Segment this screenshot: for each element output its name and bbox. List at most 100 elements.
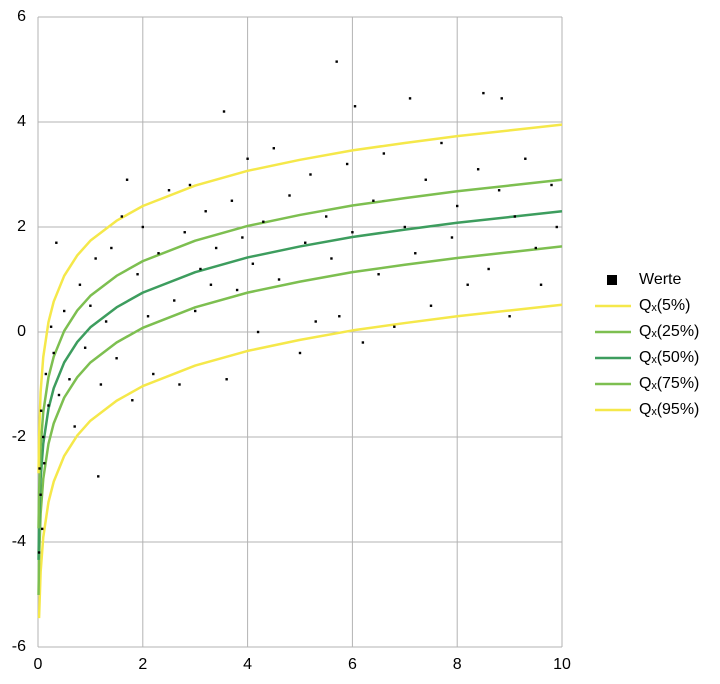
- data-point: [298, 351, 302, 355]
- data-point: [277, 278, 281, 281]
- data-point: [199, 267, 202, 271]
- data-point: [120, 215, 124, 218]
- data-point: [204, 210, 207, 213]
- data-point: [57, 393, 61, 397]
- data-point: [39, 493, 42, 496]
- x-tick-label: 4: [243, 656, 252, 673]
- data-point: [115, 357, 118, 360]
- data-point: [246, 157, 249, 160]
- data-point: [235, 288, 239, 292]
- legend-label: Werte: [639, 271, 681, 288]
- data-point: [42, 435, 45, 439]
- x-tick-label: 6: [348, 656, 357, 673]
- legend-label: Qₓ(5%): [639, 297, 690, 314]
- data-point: [513, 215, 517, 218]
- data-point: [214, 246, 218, 250]
- data-point: [500, 97, 503, 100]
- data-point: [372, 199, 375, 202]
- data-point: [94, 257, 97, 260]
- data-point: [44, 372, 48, 376]
- data-point: [241, 236, 244, 239]
- data-point: [272, 147, 275, 150]
- data-point: [403, 225, 406, 229]
- data-point: [83, 346, 87, 349]
- x-tick-label: 8: [453, 656, 462, 673]
- y-tick-label: 6: [17, 8, 26, 25]
- data-point: [99, 383, 103, 386]
- data-point: [157, 252, 160, 255]
- data-point: [539, 283, 543, 286]
- data-point: [40, 527, 44, 531]
- data-point: [476, 168, 480, 171]
- data-point: [104, 320, 108, 323]
- data-point: [39, 409, 43, 412]
- data-point: [209, 283, 213, 286]
- data-point: [550, 183, 553, 187]
- data-point: [335, 60, 338, 63]
- data-point: [183, 231, 186, 234]
- data-point: [330, 257, 333, 260]
- data-point: [52, 351, 55, 355]
- data-point: [466, 283, 469, 286]
- data-point: [314, 320, 317, 323]
- data-point: [351, 231, 354, 234]
- data-point: [251, 262, 255, 265]
- data-point: [256, 330, 260, 334]
- data-point: [429, 304, 433, 307]
- data-point: [534, 246, 537, 250]
- data-point: [136, 273, 139, 276]
- data-point: [152, 372, 155, 376]
- data-point: [482, 91, 485, 95]
- y-tick-label: 4: [17, 113, 26, 130]
- quantile-line: [37, 178, 563, 529]
- data-point: [338, 315, 341, 318]
- data-point: [78, 283, 82, 286]
- data-point: [230, 199, 234, 202]
- data-point: [125, 178, 129, 181]
- data-point: [424, 178, 427, 181]
- legend-label: Qₓ(25%): [639, 323, 699, 340]
- data-point: [89, 304, 92, 307]
- data-point: [325, 215, 328, 218]
- legend-label: Qₓ(95%): [639, 401, 699, 418]
- x-tick-label: 2: [138, 656, 147, 673]
- data-point: [194, 309, 197, 313]
- data-point: [146, 315, 150, 318]
- data-point: [63, 309, 66, 313]
- data-point: [141, 225, 144, 229]
- quantile-line: [37, 123, 563, 474]
- data-point: [110, 246, 113, 250]
- data-point: [450, 236, 454, 239]
- data-point: [361, 341, 365, 344]
- y-tick-label: 0: [17, 323, 26, 340]
- data-point: [487, 267, 490, 271]
- data-point: [456, 204, 459, 208]
- data-point: [555, 225, 558, 229]
- x-tick-label: 0: [34, 656, 43, 673]
- data-point: [73, 425, 76, 428]
- data-point: [222, 110, 226, 113]
- data-point: [377, 273, 380, 276]
- data-point: [37, 551, 41, 554]
- y-tick-label: -6: [12, 638, 26, 655]
- data-point: [38, 467, 41, 470]
- data-point: [188, 183, 192, 187]
- data-point: [497, 189, 501, 192]
- x-tick-label: 10: [553, 656, 571, 673]
- data-point: [288, 194, 291, 197]
- data-point: [440, 141, 443, 145]
- data-point: [393, 325, 396, 328]
- y-tick-label: 2: [17, 218, 26, 235]
- legend-marker: [607, 275, 617, 285]
- data-point: [97, 475, 100, 478]
- quantile-line: [37, 245, 563, 596]
- data-point: [49, 325, 53, 328]
- data-point: [309, 173, 312, 176]
- data-point: [68, 378, 71, 381]
- data-point: [508, 315, 511, 318]
- data-point: [173, 299, 176, 302]
- data-point: [382, 152, 386, 155]
- data-point: [131, 399, 134, 402]
- data-point: [43, 462, 46, 465]
